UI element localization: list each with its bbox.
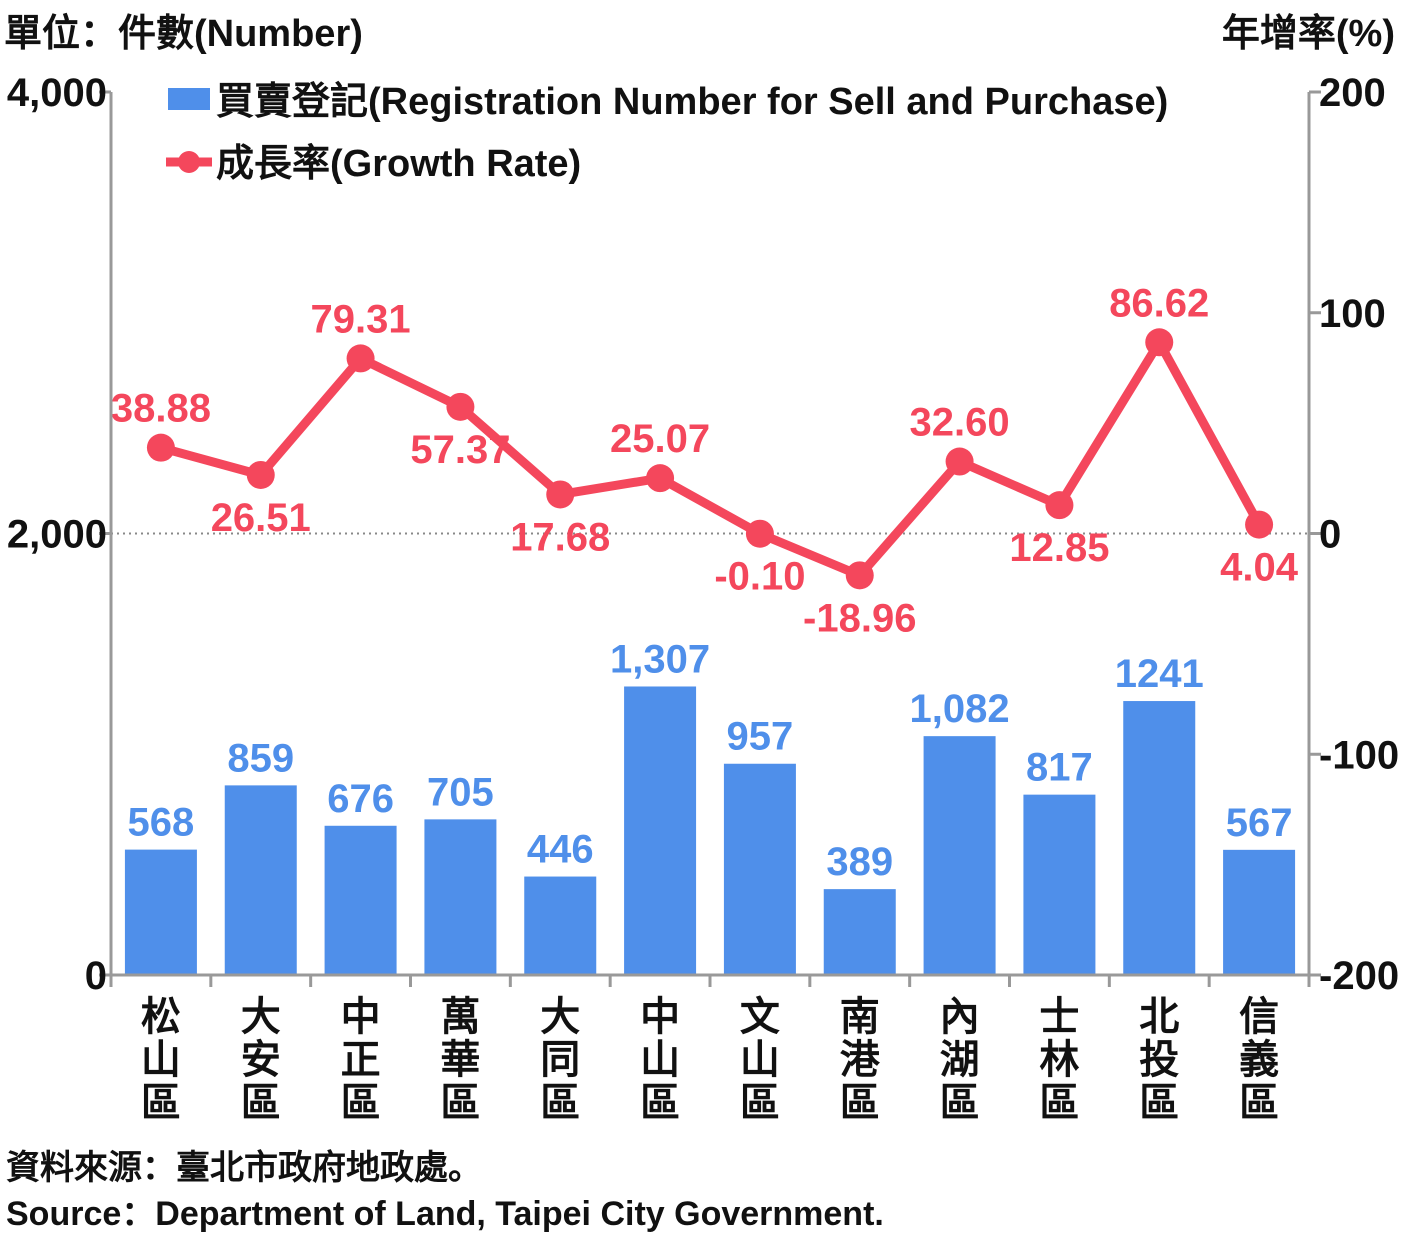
bar-6: [723, 763, 796, 975]
bar-7: [823, 889, 896, 975]
growth-label-8: 32.60: [910, 401, 1010, 445]
growth-label-9: 12.85: [1009, 526, 1109, 570]
growth-point-4: [546, 480, 575, 509]
category-label-2: 中正區: [341, 995, 381, 1125]
growth-label-11: 4.04: [1220, 546, 1299, 590]
bar-label-4: 446: [527, 828, 594, 872]
growth-point-1: [246, 460, 275, 489]
growth-label-6: -0.10: [714, 555, 805, 599]
growth-point-8: [945, 447, 974, 476]
category-label-1: 大安區: [241, 995, 281, 1125]
left-axis-unit-label: 單位：件數(Number): [4, 13, 363, 55]
bar-label-10: 1241: [1115, 652, 1204, 696]
bar-8: [923, 736, 996, 975]
bar-9: [1023, 794, 1096, 975]
growth-point-6: [745, 519, 774, 548]
growth-rate-line: [159, 337, 1264, 580]
growth-label-1: 26.51: [211, 496, 311, 540]
bar-label-5: 1,307: [610, 637, 710, 681]
category-label-10: 北投區: [1139, 995, 1179, 1125]
left-tick-label: 2,000: [7, 513, 107, 557]
right-axis-unit-label: 年增率(%): [1221, 13, 1395, 55]
bar-label-6: 957: [727, 715, 794, 759]
growth-label-5: 25.07: [610, 417, 710, 461]
left-tick-label: 0: [85, 954, 107, 998]
bar-label-1: 859: [227, 736, 294, 780]
bar-label-3: 705: [427, 770, 494, 814]
bar-1: [224, 785, 297, 975]
growth-label-0: 38.88: [111, 387, 211, 431]
category-label-0: 松山區: [141, 995, 181, 1125]
growth-label-10: 86.62: [1109, 281, 1209, 325]
growth-point-5: [646, 464, 675, 493]
category-label-8: 內湖區: [940, 995, 980, 1125]
bar-label-0: 568: [128, 801, 195, 845]
bar-10: [1123, 701, 1196, 975]
bar-label-9: 817: [1026, 746, 1093, 790]
growth-point-0: [146, 433, 175, 462]
growth-label-3: 57.37: [410, 428, 510, 472]
growth-label-2: 79.31: [311, 297, 411, 341]
right-tick-label: -100: [1319, 733, 1399, 777]
category-label-5: 中山區: [640, 995, 680, 1125]
growth-label-7: -18.96: [803, 596, 916, 640]
bar-4: [524, 876, 597, 975]
bar-label-7: 389: [826, 840, 893, 884]
right-tick-label: 100: [1319, 292, 1386, 336]
legend-bar-label: 買賣登記(Registration Number for Sell and Pu…: [216, 81, 1168, 123]
bar-5: [624, 686, 697, 975]
right-tick-label: 200: [1319, 71, 1386, 115]
growth-point-10: [1145, 328, 1174, 357]
bar-2: [324, 825, 397, 975]
bar-label-11: 567: [1226, 801, 1293, 845]
category-label-4: 大同區: [540, 995, 580, 1125]
category-label-6: 文山區: [740, 995, 780, 1125]
category-label-3: 萬華區: [440, 995, 480, 1125]
bar-label-2: 676: [327, 777, 394, 821]
source-chinese: 資料來源：臺北市政府地政處。: [6, 1149, 482, 1187]
left-tick-label: 4,000: [7, 71, 107, 115]
growth-point-3: [446, 392, 475, 421]
bar-11: [1223, 849, 1296, 975]
right-tick-label: 0: [1319, 513, 1341, 557]
growth-label-4: 17.68: [510, 515, 610, 559]
growth-point-9: [1045, 491, 1074, 520]
bar-3: [424, 819, 497, 975]
category-label-9: 士林區: [1039, 995, 1079, 1125]
growth-point-7: [845, 561, 874, 590]
growth-point-11: [1245, 510, 1274, 539]
growth-point-2: [346, 344, 375, 373]
bar-0: [124, 849, 197, 975]
right-tick-label: -200: [1319, 954, 1399, 998]
category-label-7: 南港區: [840, 995, 881, 1125]
legend-bar-swatch: [168, 88, 210, 110]
bar-label-8: 1,082: [910, 687, 1010, 731]
source-english: Source：Department of Land, Taipei City G…: [6, 1195, 884, 1233]
category-label-11: 信義區: [1239, 995, 1279, 1125]
legend-line-marker: [178, 151, 200, 173]
legend-line-label: 成長率(Growth Rate): [216, 143, 581, 185]
